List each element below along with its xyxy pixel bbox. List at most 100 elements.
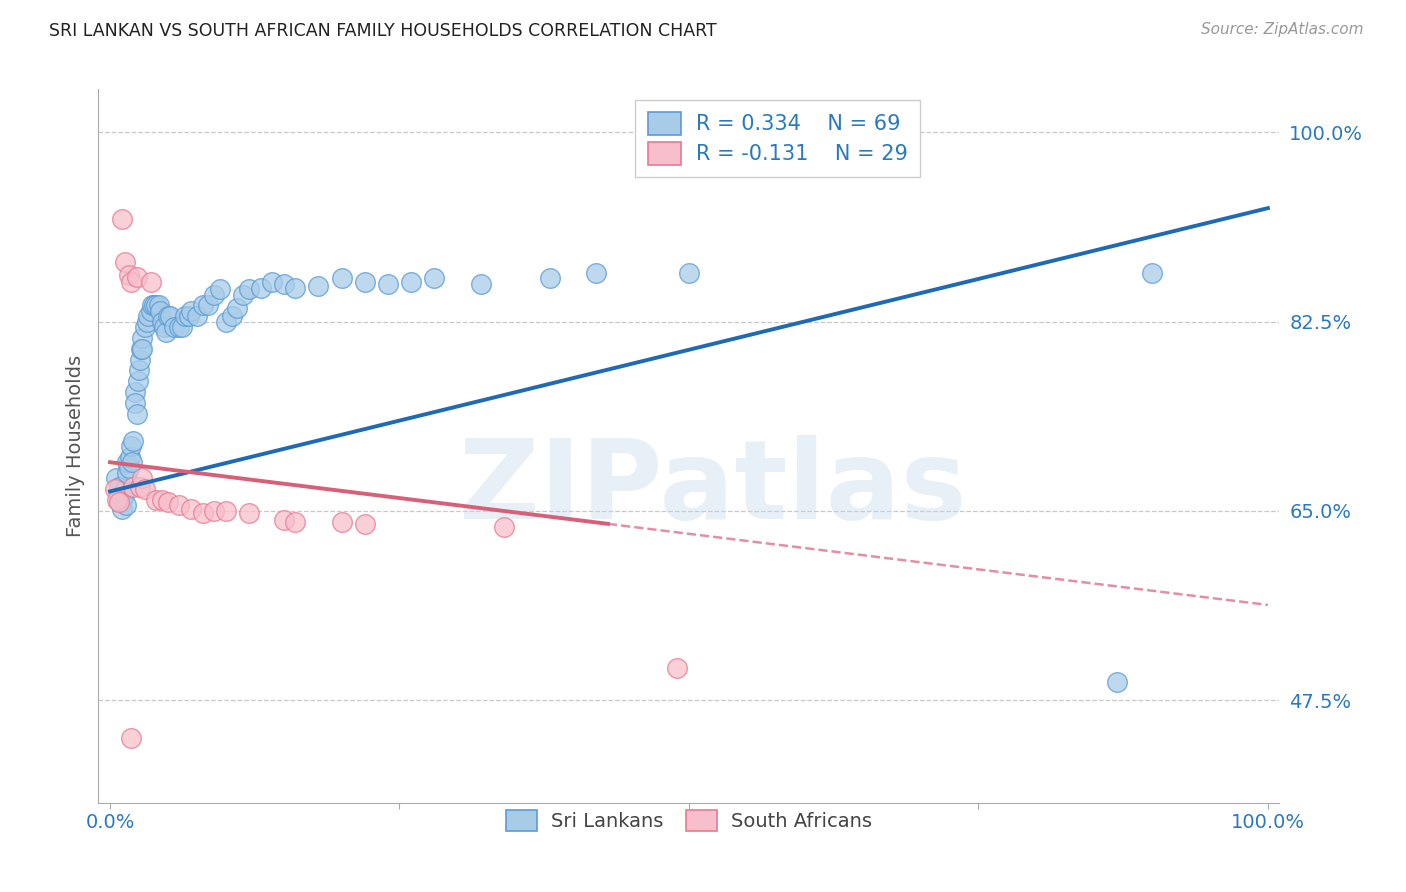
Point <box>232 287 254 301</box>
Point <box>117 466 139 480</box>
Point <box>124 396 146 410</box>
Point <box>108 495 131 509</box>
Point <box>156 310 179 324</box>
Point <box>202 504 225 518</box>
Point <box>110 211 132 226</box>
Point <box>145 493 167 508</box>
Point <box>155 326 177 340</box>
Text: SRI LANKAN VS SOUTH AFRICAN FAMILY HOUSEHOLDS CORRELATION CHART: SRI LANKAN VS SOUTH AFRICAN FAMILY HOUSE… <box>49 22 717 40</box>
Point <box>120 275 142 289</box>
Point <box>124 384 146 399</box>
Point <box>141 298 163 312</box>
Point <box>180 501 202 516</box>
Point <box>666 660 689 674</box>
Point <box>423 271 446 285</box>
Point <box>114 482 136 496</box>
Point <box>215 504 238 518</box>
Legend: Sri Lankans, South Africans: Sri Lankans, South Africans <box>494 798 884 843</box>
Point <box>197 298 219 312</box>
Point <box>186 310 208 324</box>
Point <box>169 499 191 513</box>
Point <box>284 281 307 295</box>
Point <box>110 493 132 508</box>
Point <box>262 275 284 289</box>
Point <box>145 298 167 312</box>
Point <box>284 515 307 529</box>
Point <box>307 279 329 293</box>
Point <box>125 407 148 421</box>
Point <box>117 455 139 469</box>
Point <box>129 480 152 494</box>
Point <box>131 331 153 345</box>
Point <box>114 255 136 269</box>
Point <box>122 434 145 448</box>
Text: ZIPatlas: ZIPatlas <box>458 435 966 542</box>
Point <box>118 450 141 464</box>
Point <box>150 315 173 329</box>
Point <box>377 277 399 291</box>
Point <box>136 315 159 329</box>
Point <box>226 301 249 315</box>
Point <box>249 281 271 295</box>
Text: Source: ZipAtlas.com: Source: ZipAtlas.com <box>1201 22 1364 37</box>
Point <box>1140 266 1163 280</box>
Point <box>180 303 202 318</box>
Point <box>134 320 156 334</box>
Point <box>139 303 162 318</box>
Point <box>174 310 197 324</box>
Point <box>117 268 139 282</box>
Point <box>163 320 186 334</box>
Point <box>1107 674 1129 689</box>
Point <box>169 320 191 334</box>
Point <box>399 275 422 289</box>
Point <box>117 460 139 475</box>
Point <box>136 310 159 324</box>
Point <box>150 493 173 508</box>
Point <box>353 516 375 531</box>
Point <box>134 482 156 496</box>
Point <box>122 480 145 494</box>
Point <box>238 282 260 296</box>
Point <box>149 303 172 318</box>
Point <box>139 275 162 289</box>
Point <box>492 520 515 534</box>
Point <box>115 499 138 513</box>
Point <box>129 342 152 356</box>
Point <box>678 266 700 280</box>
Point <box>221 310 243 324</box>
Point <box>148 298 170 312</box>
Point <box>330 271 353 285</box>
Point <box>128 363 150 377</box>
Point <box>215 315 238 329</box>
Point <box>177 310 200 324</box>
Point <box>112 488 135 502</box>
Y-axis label: Family Households: Family Households <box>66 355 84 537</box>
Point <box>120 439 142 453</box>
Point <box>470 277 492 291</box>
Point <box>191 298 214 312</box>
Point <box>129 352 152 367</box>
Point <box>110 501 132 516</box>
Point <box>191 506 214 520</box>
Point <box>208 282 231 296</box>
Point <box>156 495 179 509</box>
Point <box>131 471 153 485</box>
Point <box>202 287 225 301</box>
Point <box>538 271 561 285</box>
Point <box>104 471 127 485</box>
Point <box>170 320 193 334</box>
Point <box>273 277 295 291</box>
Point <box>143 298 166 312</box>
Point <box>108 480 131 494</box>
Point <box>131 342 153 356</box>
Point <box>125 270 148 285</box>
Point <box>153 320 176 334</box>
Point <box>238 506 260 520</box>
Point <box>104 482 127 496</box>
Point <box>120 731 142 745</box>
Point <box>105 493 128 508</box>
Point <box>121 455 143 469</box>
Point <box>273 512 295 526</box>
Point <box>585 266 607 280</box>
Point <box>159 310 181 324</box>
